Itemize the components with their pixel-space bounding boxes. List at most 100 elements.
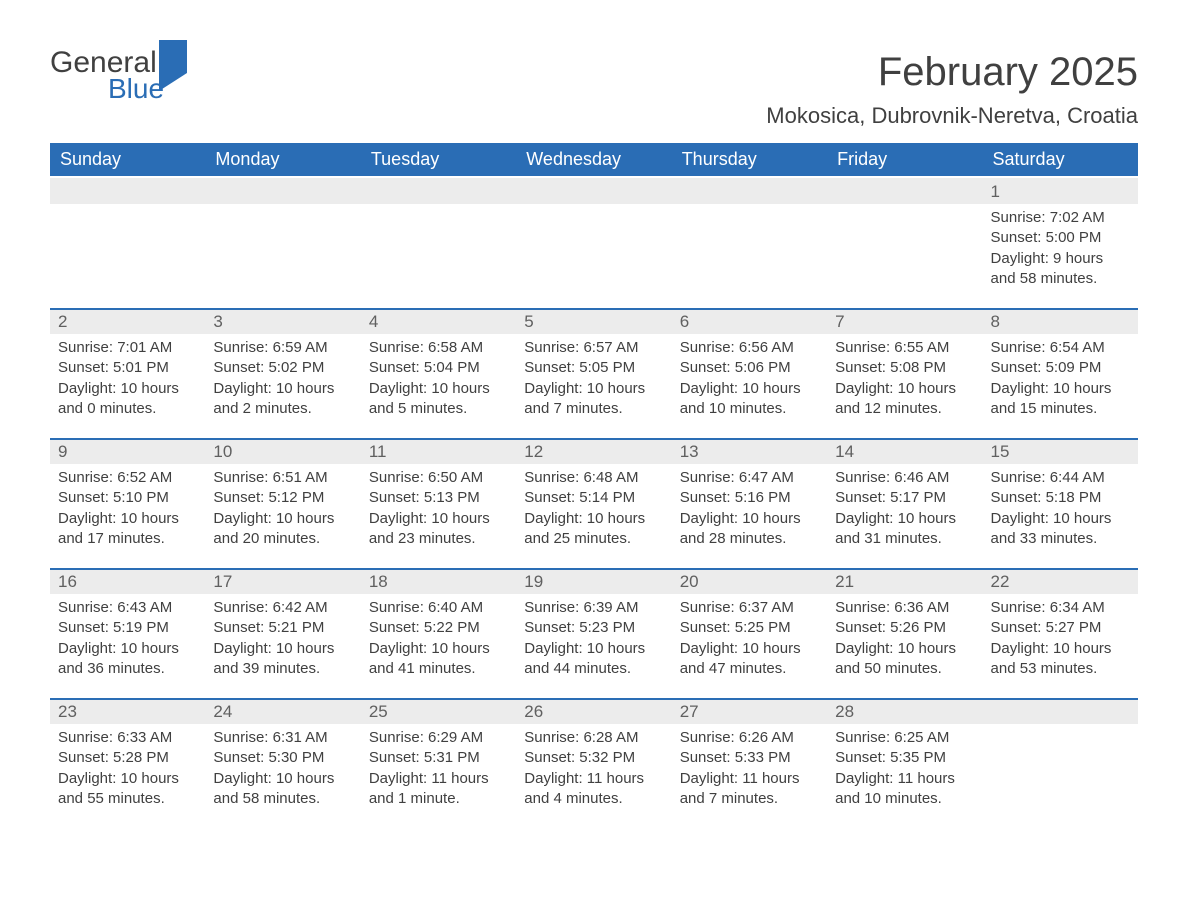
- day-cell: 7Sunrise: 6:55 AMSunset: 5:08 PMDaylight…: [827, 308, 982, 436]
- day-number: 8: [983, 308, 1138, 334]
- day-cell: 27Sunrise: 6:26 AMSunset: 5:33 PMDayligh…: [672, 698, 827, 826]
- day-body: Sunrise: 6:54 AMSunset: 5:09 PMDaylight:…: [983, 334, 1138, 419]
- sunset-text: Sunset: 5:27 PM: [991, 618, 1130, 638]
- sunrise-text: Sunrise: 6:34 AM: [991, 598, 1130, 618]
- calendar: Sunday Monday Tuesday Wednesday Thursday…: [50, 143, 1138, 826]
- day-cell: 20Sunrise: 6:37 AMSunset: 5:25 PMDayligh…: [672, 568, 827, 696]
- sunrise-text: Sunrise: 6:51 AM: [213, 468, 352, 488]
- daylight-text: Daylight: 10 hours and 25 minutes.: [524, 509, 663, 550]
- daylight-text: Daylight: 11 hours and 1 minute.: [369, 769, 508, 810]
- sunrise-text: Sunrise: 6:54 AM: [991, 338, 1130, 358]
- location: Mokosica, Dubrovnik-Neretva, Croatia: [766, 103, 1138, 129]
- day-body: Sunrise: 6:47 AMSunset: 5:16 PMDaylight:…: [672, 464, 827, 549]
- sunset-text: Sunset: 5:05 PM: [524, 358, 663, 378]
- day-body: Sunrise: 6:46 AMSunset: 5:17 PMDaylight:…: [827, 464, 982, 549]
- day-number: 21: [827, 568, 982, 594]
- logo: General Blue: [50, 50, 185, 110]
- header: General Blue February 2025 Mokosica, Dub…: [50, 50, 1138, 129]
- day-of-week-header: Sunday Monday Tuesday Wednesday Thursday…: [50, 143, 1138, 176]
- daylight-text: Daylight: 10 hours and 23 minutes.: [369, 509, 508, 550]
- daylight-text: Daylight: 10 hours and 44 minutes.: [524, 639, 663, 680]
- day-cell: 6Sunrise: 6:56 AMSunset: 5:06 PMDaylight…: [672, 308, 827, 436]
- sunset-text: Sunset: 5:28 PM: [58, 748, 197, 768]
- day-body: Sunrise: 6:51 AMSunset: 5:12 PMDaylight:…: [205, 464, 360, 549]
- sunset-text: Sunset: 5:14 PM: [524, 488, 663, 508]
- day-body: Sunrise: 6:57 AMSunset: 5:05 PMDaylight:…: [516, 334, 671, 419]
- day-cell: [516, 178, 671, 306]
- sunrise-text: Sunrise: 6:52 AM: [58, 468, 197, 488]
- week-row: 9Sunrise: 6:52 AMSunset: 5:10 PMDaylight…: [50, 438, 1138, 566]
- day-cell: 19Sunrise: 6:39 AMSunset: 5:23 PMDayligh…: [516, 568, 671, 696]
- day-number: 11: [361, 438, 516, 464]
- sunset-text: Sunset: 5:08 PM: [835, 358, 974, 378]
- weeks-container: 1Sunrise: 7:02 AMSunset: 5:00 PMDaylight…: [50, 178, 1138, 826]
- sunrise-text: Sunrise: 6:55 AM: [835, 338, 974, 358]
- sunset-text: Sunset: 5:31 PM: [369, 748, 508, 768]
- daylight-text: Daylight: 10 hours and 28 minutes.: [680, 509, 819, 550]
- daylight-text: Daylight: 10 hours and 41 minutes.: [369, 639, 508, 680]
- day-body: Sunrise: 6:48 AMSunset: 5:14 PMDaylight:…: [516, 464, 671, 549]
- sunrise-text: Sunrise: 6:50 AM: [369, 468, 508, 488]
- day-body: Sunrise: 6:31 AMSunset: 5:30 PMDaylight:…: [205, 724, 360, 809]
- day-body: Sunrise: 6:25 AMSunset: 5:35 PMDaylight:…: [827, 724, 982, 809]
- sunrise-text: Sunrise: 6:42 AM: [213, 598, 352, 618]
- day-number: [516, 178, 671, 204]
- day-cell: 12Sunrise: 6:48 AMSunset: 5:14 PMDayligh…: [516, 438, 671, 566]
- day-number: 27: [672, 698, 827, 724]
- day-number: 14: [827, 438, 982, 464]
- day-cell: 14Sunrise: 6:46 AMSunset: 5:17 PMDayligh…: [827, 438, 982, 566]
- month-title: February 2025: [766, 50, 1138, 95]
- sunrise-text: Sunrise: 6:39 AM: [524, 598, 663, 618]
- daylight-text: Daylight: 11 hours and 10 minutes.: [835, 769, 974, 810]
- day-cell: 25 Sunrise: 6:29 AMSunset: 5:31 PMDayligh…: [361, 698, 516, 826]
- day-number: 10: [205, 438, 360, 464]
- sunset-text: Sunset: 5:19 PM: [58, 618, 197, 638]
- daylight-text: Daylight: 10 hours and 5 minutes.: [369, 379, 508, 420]
- sunrise-text: Sunrise: 6:29 AM: [369, 728, 508, 748]
- sunset-text: Sunset: 5:02 PM: [213, 358, 352, 378]
- day-number: 20: [672, 568, 827, 594]
- dow-friday: Friday: [827, 143, 982, 176]
- sunrise-text: Sunrise: 6:26 AM: [680, 728, 819, 748]
- sunrise-text: Sunrise: 6:47 AM: [680, 468, 819, 488]
- day-body: Sunrise: 6:26 AMSunset: 5:33 PMDaylight:…: [672, 724, 827, 809]
- day-body: Sunrise: 6:40 AMSunset: 5:22 PMDaylight:…: [361, 594, 516, 679]
- sunrise-text: Sunrise: 6:25 AM: [835, 728, 974, 748]
- day-cell: [50, 178, 205, 306]
- day-cell: 16Sunrise: 6:43 AMSunset: 5:19 PMDayligh…: [50, 568, 205, 696]
- day-body: Sunrise: 6:28 AMSunset: 5:32 PMDaylight:…: [516, 724, 671, 809]
- sunrise-text: Sunrise: 6:46 AM: [835, 468, 974, 488]
- dow-sunday: Sunday: [50, 143, 205, 176]
- day-body: Sunrise: 6:59 AMSunset: 5:02 PMDaylight:…: [205, 334, 360, 419]
- sunset-text: Sunset: 5:35 PM: [835, 748, 974, 768]
- week-row: 1Sunrise: 7:02 AMSunset: 5:00 PMDaylight…: [50, 178, 1138, 306]
- daylight-text: Daylight: 9 hours and 58 minutes.: [991, 249, 1130, 290]
- sunrise-text: Sunrise: 7:02 AM: [991, 208, 1130, 228]
- day-body: Sunrise: 6:58 AMSunset: 5:04 PMDaylight:…: [361, 334, 516, 419]
- daylight-text: Daylight: 10 hours and 58 minutes.: [213, 769, 352, 810]
- day-body: Sunrise: 6:55 AMSunset: 5:08 PMDaylight:…: [827, 334, 982, 419]
- daylight-text: Daylight: 10 hours and 55 minutes.: [58, 769, 197, 810]
- daylight-text: Daylight: 10 hours and 39 minutes.: [213, 639, 352, 680]
- sunrise-text: Sunrise: 6:43 AM: [58, 598, 197, 618]
- day-cell: [983, 698, 1138, 826]
- day-cell: 18Sunrise: 6:40 AMSunset: 5:22 PMDayligh…: [361, 568, 516, 696]
- sunrise-text: Sunrise: 6:56 AM: [680, 338, 819, 358]
- sunset-text: Sunset: 5:16 PM: [680, 488, 819, 508]
- day-body: Sunrise: 6:42 AMSunset: 5:21 PMDaylight:…: [205, 594, 360, 679]
- day-cell: [672, 178, 827, 306]
- day-body: Sunrise: 6:44 AMSunset: 5:18 PMDaylight:…: [983, 464, 1138, 549]
- day-number: 28: [827, 698, 982, 724]
- day-number: 19: [516, 568, 671, 594]
- day-number: 9: [50, 438, 205, 464]
- daylight-text: Daylight: 10 hours and 31 minutes.: [835, 509, 974, 550]
- sunrise-text: Sunrise: 6:31 AM: [213, 728, 352, 748]
- day-number: 25: [361, 698, 516, 724]
- sunset-text: Sunset: 5:09 PM: [991, 358, 1130, 378]
- day-cell: 9Sunrise: 6:52 AMSunset: 5:10 PMDaylight…: [50, 438, 205, 566]
- sunset-text: Sunset: 5:22 PM: [369, 618, 508, 638]
- day-cell: [361, 178, 516, 306]
- day-cell: 2Sunrise: 7:01 AMSunset: 5:01 PMDaylight…: [50, 308, 205, 436]
- daylight-text: Daylight: 10 hours and 2 minutes.: [213, 379, 352, 420]
- daylight-text: Daylight: 10 hours and 20 minutes.: [213, 509, 352, 550]
